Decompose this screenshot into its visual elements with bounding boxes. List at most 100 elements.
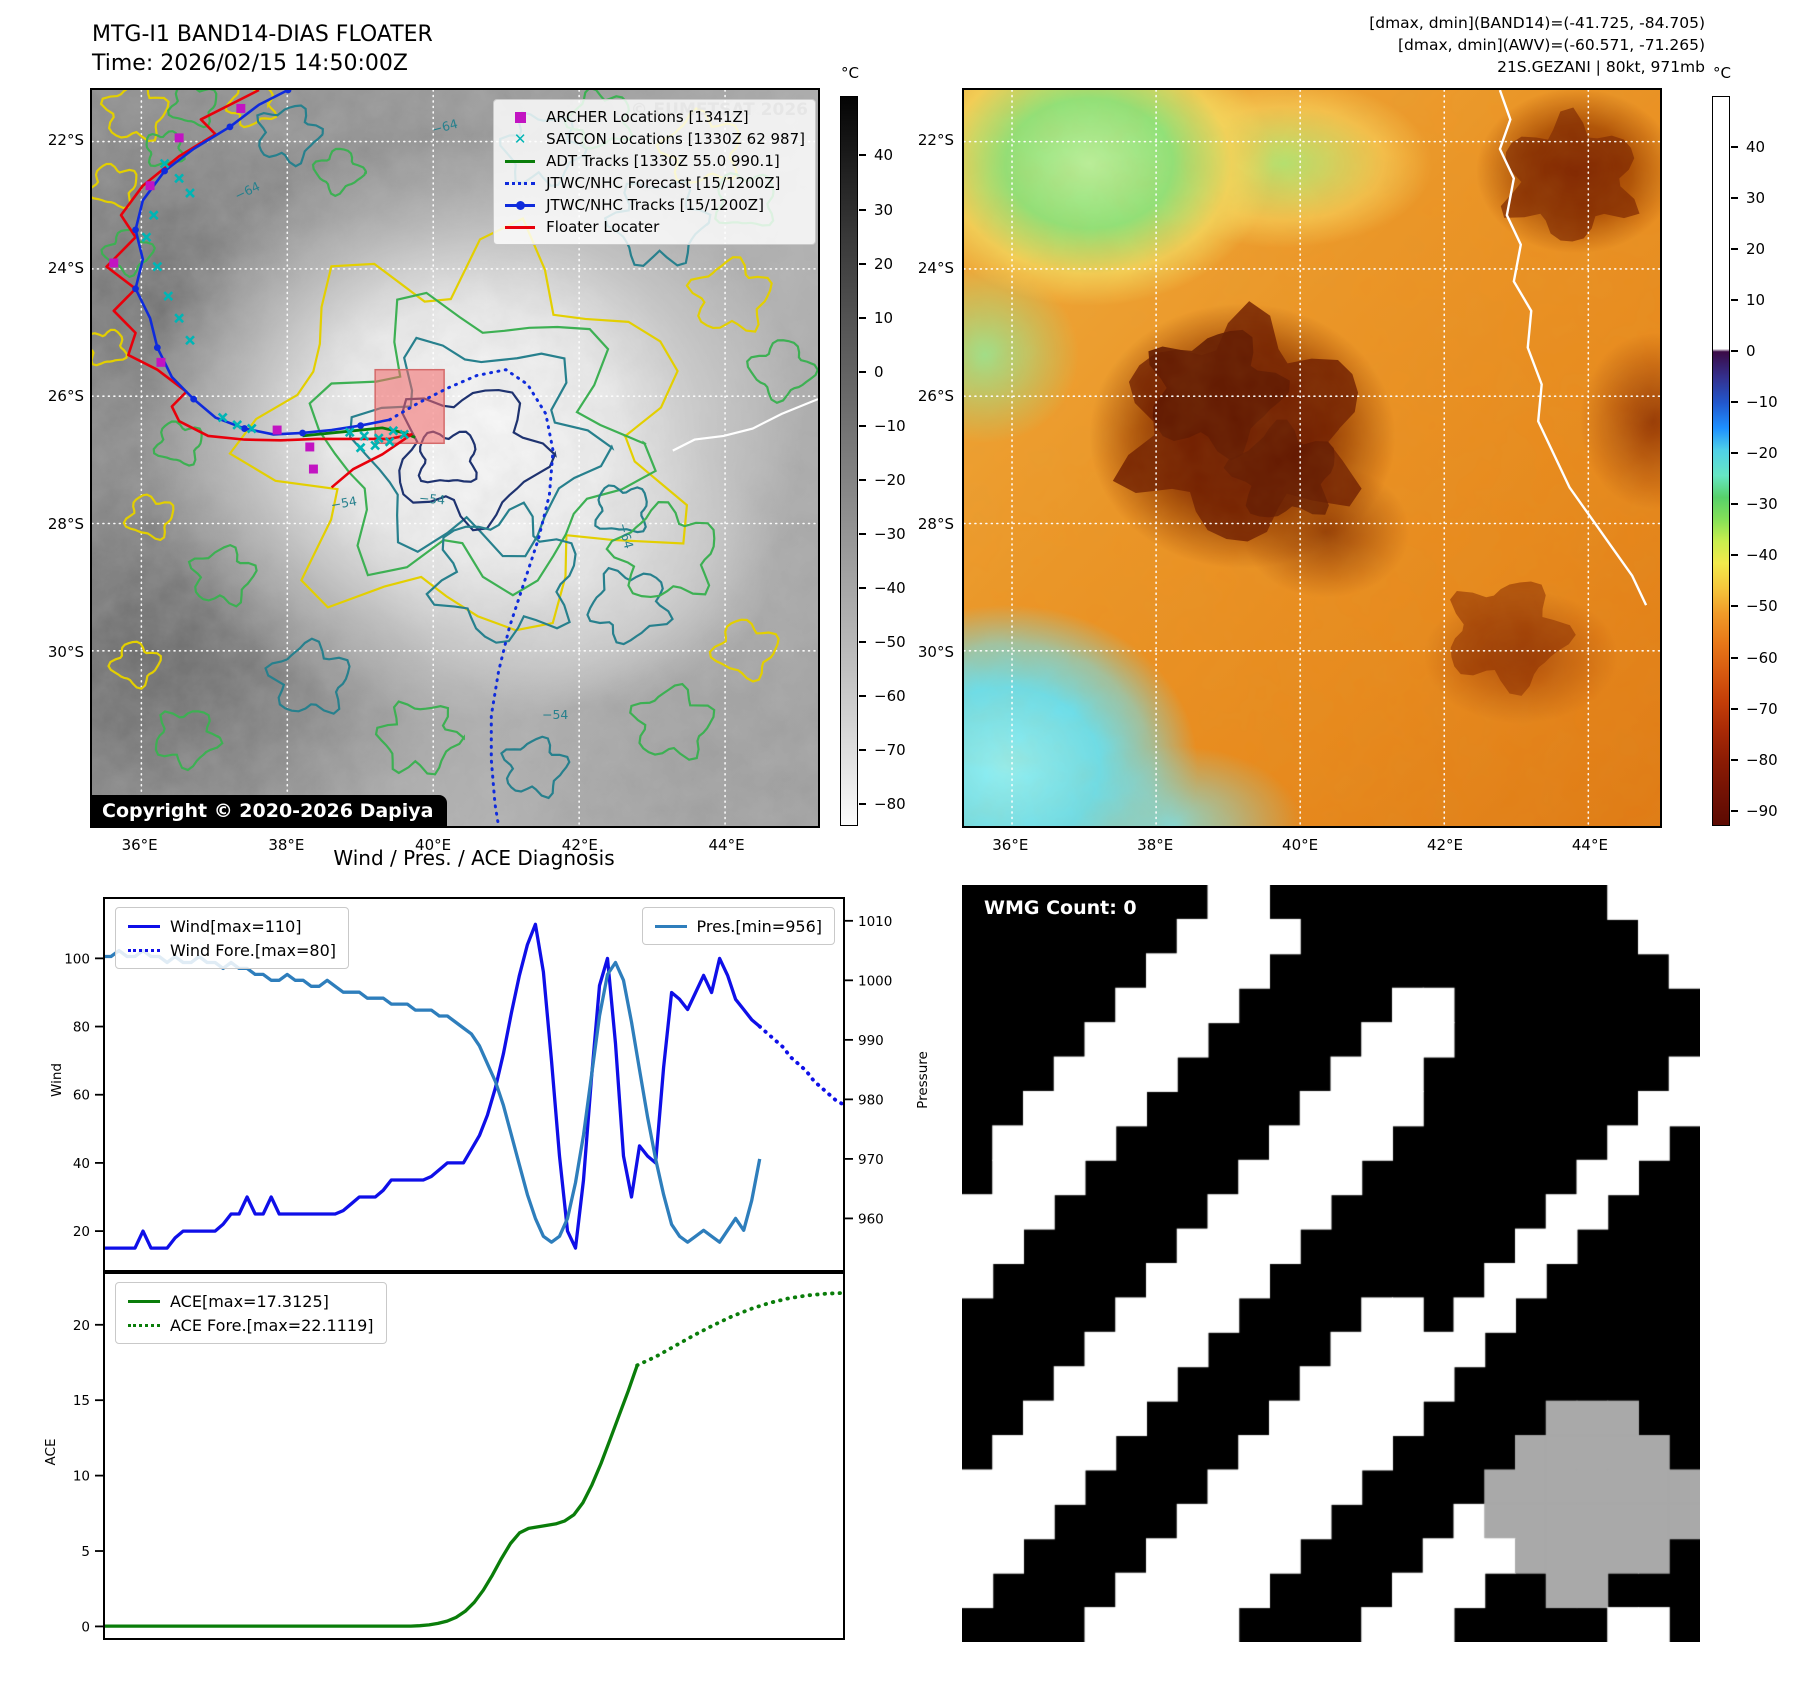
awv-colorbar-ticks: 40 30 20 10 0 −10 −20 −30 −40 −50 −60 −70 −80 −90 — [1731, 96, 1794, 826]
wmg-mask-canvas — [962, 885, 1700, 1642]
colorbar-tick-label: 40 — [874, 146, 894, 165]
colorbar-tick-label: 20 — [874, 254, 894, 273]
satcon-marker — [388, 425, 399, 436]
satcon-marker — [185, 335, 195, 346]
legend-item: ADT Tracks [1330Z 55.0 990.1] — [502, 150, 805, 172]
line-dot-icon — [505, 200, 536, 210]
colorbar-tick-mark — [1731, 554, 1738, 557]
dmax-dmin-awv: [dmax, dmin](AWV)=(-60.571, -71.265) — [1398, 36, 1705, 54]
colorbar-tick-mark — [859, 424, 866, 427]
xtick-label: 42°E — [1426, 836, 1464, 854]
colorbar-tick-mark — [1731, 350, 1738, 353]
chart-legend-label: Wind[max=110] — [170, 916, 302, 936]
ytick-label: 80 — [73, 1020, 90, 1036]
chart-legend-item: ACE Fore.[max=22.1119] — [128, 1313, 374, 1337]
colorbar-tick-label: −20 — [874, 470, 906, 489]
satcon-marker — [174, 173, 185, 184]
xtick-label: 36°E — [121, 836, 158, 854]
chart-legend-label: Wind Fore.[max=80] — [170, 940, 336, 960]
colorbar-tick-mark — [1731, 758, 1738, 761]
line-icon — [654, 924, 687, 928]
colorbar-tick-mark — [859, 316, 866, 319]
archer-marker — [236, 103, 246, 113]
y2tick-label: 960 — [858, 1211, 884, 1227]
colorbar-tick-mark — [859, 641, 866, 644]
archer-marker — [156, 357, 166, 367]
archer-marker — [305, 442, 315, 452]
colorbar-tick-mark — [859, 695, 866, 698]
jtwc-track-point — [226, 123, 234, 131]
ytick-label: 28°S — [47, 514, 84, 533]
dmax-dmin-band14: [dmax, dmin](BAND14)=(-41.725, -84.705) — [1369, 14, 1705, 32]
satcon-marker — [399, 429, 410, 440]
colorbar-tick-label: −20 — [1746, 444, 1778, 463]
ytick-label: 60 — [73, 1088, 90, 1104]
satcon-marker — [384, 436, 395, 447]
temperature-contour — [417, 430, 478, 484]
colorbar-tick-label: −70 — [874, 741, 906, 760]
satcon-marker — [141, 232, 152, 243]
colorbar-tick-label: −60 — [1746, 648, 1778, 667]
satcon-marker — [152, 261, 163, 272]
temperature-contour — [264, 637, 351, 715]
coastline — [1498, 90, 1648, 606]
colorbar-tick-mark — [1731, 503, 1738, 506]
chart-legend-label: ACE[max=17.3125] — [170, 1291, 329, 1311]
storm-info-header: [dmax, dmin](BAND14)=(-41.725, -84.705) … — [1369, 12, 1705, 78]
colorbar-tick-label: 10 — [874, 308, 894, 327]
awv-map-overlay — [964, 90, 1660, 826]
xtick-label: 38°E — [1137, 836, 1174, 854]
awv-colorbar — [1712, 96, 1730, 826]
temperature-contour — [398, 388, 557, 532]
y2tick-label: 1000 — [858, 973, 892, 989]
colorbar-tick-label: 20 — [1746, 240, 1766, 259]
band14-colorbar-ticks: 40 30 20 10 0 −10 −20 −30 −40 −50 −60 −70 −80 — [859, 96, 922, 826]
ytick-label: 10 — [73, 1469, 90, 1485]
colorbar-tick-mark — [1731, 299, 1738, 302]
colorbar-tick-label: 10 — [1746, 291, 1766, 310]
dotted-line-icon — [128, 1323, 160, 1327]
temperature-contour — [605, 501, 716, 599]
temperature-contour — [374, 700, 465, 776]
colorbar-tick-label: −60 — [874, 687, 906, 706]
chart-legend-item: ACE[max=17.3125] — [128, 1289, 374, 1313]
green-line-icon — [505, 159, 536, 163]
archer-marker — [109, 258, 119, 268]
ace-axis-label: ACE — [43, 1438, 59, 1466]
temperature-contour — [629, 682, 716, 761]
archer-marker — [308, 464, 318, 474]
legend-item: JTWC/NHC Forecast [15/1200Z] — [502, 172, 805, 194]
ace-chart: 0 5 10 15 20 ACE[max=17.3125] ACE Fore.[max=2… — [73, 1272, 847, 1640]
xtick-label: 42°E — [561, 836, 598, 854]
wmg-count-label: WMG Count: 0 — [984, 897, 1137, 919]
ytick-label: 15 — [73, 1393, 90, 1409]
colorbar-tick-label: 0 — [874, 362, 884, 381]
wmg-mask-panel: WMG Count: 0 — [962, 885, 1700, 1642]
colorbar-tick-mark — [1731, 452, 1738, 455]
jtwc-track-point — [357, 422, 365, 429]
temperature-contour — [99, 90, 170, 143]
satcon-marker — [163, 291, 174, 301]
y2tick-label: 980 — [858, 1092, 884, 1108]
jtwc-track-point — [153, 344, 161, 351]
colorbar-tick-mark — [1731, 809, 1738, 812]
colorbar-tick-label: −80 — [1746, 750, 1778, 769]
colorbar-tick-label: −40 — [874, 579, 906, 598]
colorbar-tick-mark — [1731, 197, 1738, 200]
legend-label: JTWC/NHC Tracks [15/1200Z] — [546, 196, 764, 214]
wind-axis-label: Wind — [49, 1063, 65, 1097]
legend-label: Floater Locater — [546, 218, 660, 236]
dotted-line-icon — [128, 948, 160, 952]
temperature-contour — [122, 493, 175, 542]
xtick-label: 44°E — [708, 836, 745, 854]
temperature-contour — [256, 104, 324, 168]
copyright-badge: Copyright © 2020-2026 Dapiya — [92, 795, 448, 826]
colorbar-tick-label: −10 — [874, 416, 906, 435]
ytick-label: 40 — [73, 1156, 90, 1172]
legend-item: ✕ SATCON Locations [1330Z 62 987] — [502, 128, 805, 150]
xtick-label: 44°E — [1571, 836, 1608, 854]
colorbar-tick-mark — [1731, 656, 1738, 659]
colorbar-tick-label: 30 — [1746, 189, 1766, 208]
contour-label: −54 — [542, 707, 568, 722]
